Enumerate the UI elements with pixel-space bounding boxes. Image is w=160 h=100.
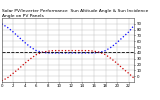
Text: Solar PV/Inverter Performance  Sun Altitude Angle & Sun Incidence Angle on PV Pa: Solar PV/Inverter Performance Sun Altitu… (2, 9, 148, 18)
